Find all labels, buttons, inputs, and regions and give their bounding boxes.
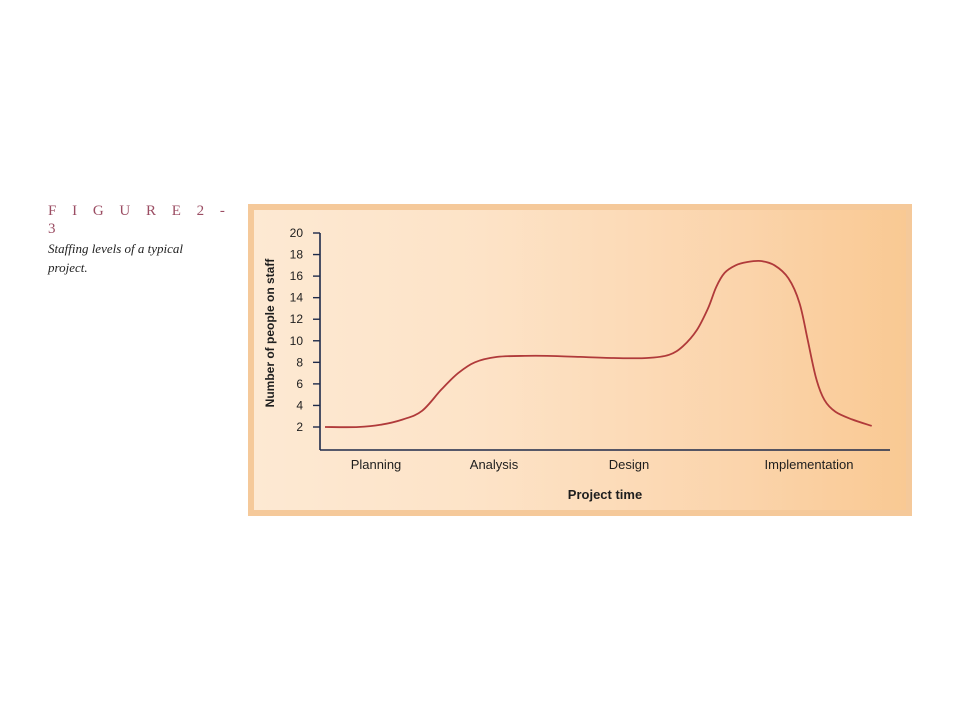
y-tick-label: 18 — [290, 248, 304, 262]
x-phase-label: Implementation — [765, 457, 854, 472]
x-phase-label: Design — [609, 457, 649, 472]
y-tick-label: 4 — [296, 398, 303, 412]
y-ticks: 2 4 6 8 10 12 14 16 18 20 — [290, 226, 320, 434]
y-tick-label: 2 — [296, 420, 303, 434]
y-tick-label: 8 — [296, 355, 303, 369]
figure-caption-line-1: Staffing levels of a typical — [48, 241, 184, 256]
y-tick-label: 10 — [290, 334, 304, 348]
figure-caption: F I G U R E 2 - 3 Staffing levels of a t… — [48, 202, 238, 276]
y-tick-label: 16 — [290, 269, 304, 283]
y-tick-label: 6 — [296, 377, 303, 391]
chart-axes — [319, 233, 890, 451]
x-phase-label: Analysis — [470, 457, 519, 472]
x-phase-labels: Planning Analysis Design Implementation — [351, 457, 854, 472]
y-tick-label: 14 — [290, 291, 304, 305]
figure-caption-line-2: project. — [48, 260, 88, 275]
chart-panel-inner — [254, 210, 906, 510]
staffing-series-line — [324, 259, 872, 429]
y-tick-label: 12 — [290, 312, 304, 326]
figure-label: F I G U R E 2 - 3 — [48, 203, 231, 237]
y-axis-label: Number of people on staff — [263, 258, 277, 408]
chart-panel — [248, 204, 912, 516]
x-axis-label: Project time — [568, 487, 642, 502]
x-phase-label: Planning — [351, 457, 402, 472]
y-tick-label: 20 — [290, 226, 304, 240]
